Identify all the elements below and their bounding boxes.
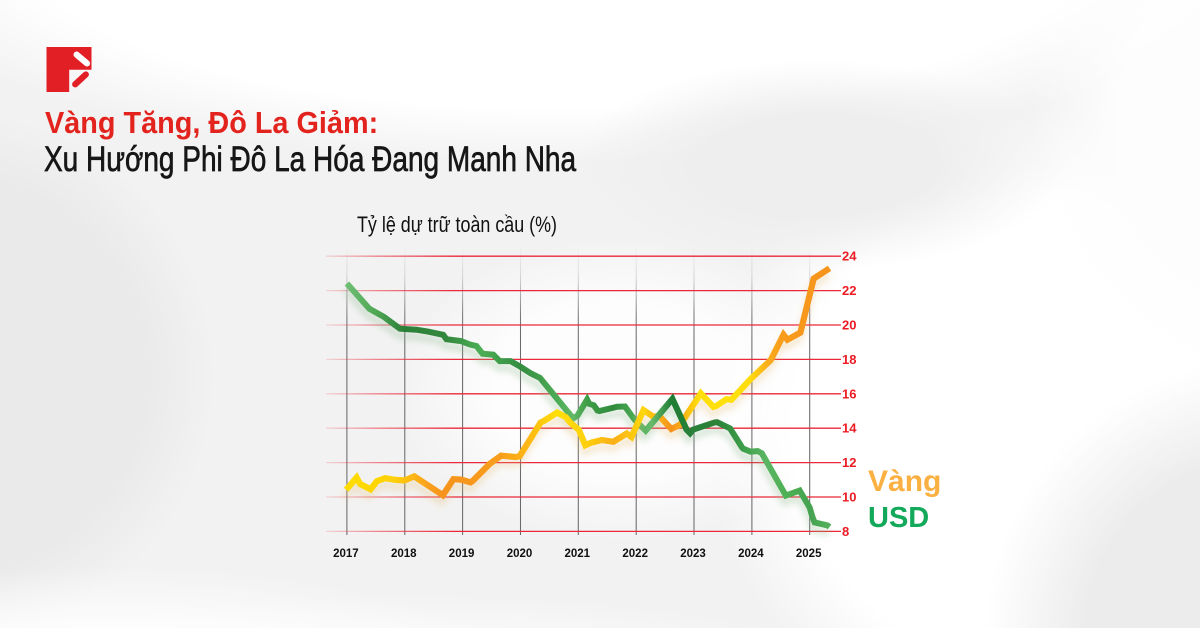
svg-text:2018: 2018	[391, 548, 417, 560]
svg-text:2019: 2019	[449, 548, 475, 560]
svg-text:2017: 2017	[333, 548, 359, 560]
svg-text:22: 22	[842, 283, 856, 298]
svg-text:USD: USD	[868, 502, 929, 534]
svg-text:12: 12	[842, 455, 856, 470]
svg-text:2020: 2020	[507, 548, 533, 560]
svg-text:24: 24	[842, 249, 857, 264]
svg-text:18: 18	[842, 352, 856, 367]
svg-text:10: 10	[842, 490, 856, 505]
svg-text:2023: 2023	[680, 548, 706, 560]
svg-text:20: 20	[842, 318, 856, 333]
svg-text:2024: 2024	[738, 548, 764, 560]
svg-text:14: 14	[842, 421, 857, 436]
svg-text:2021: 2021	[565, 548, 591, 560]
svg-text:Tỷ lệ dự trữ toàn cầu (%): Tỷ lệ dự trữ toàn cầu (%)	[357, 212, 557, 237]
svg-text:8: 8	[842, 524, 849, 539]
svg-text:16: 16	[842, 386, 856, 401]
svg-text:2025: 2025	[796, 548, 822, 560]
svg-text:2022: 2022	[622, 548, 648, 560]
svg-text:Vàng: Vàng	[868, 465, 941, 498]
